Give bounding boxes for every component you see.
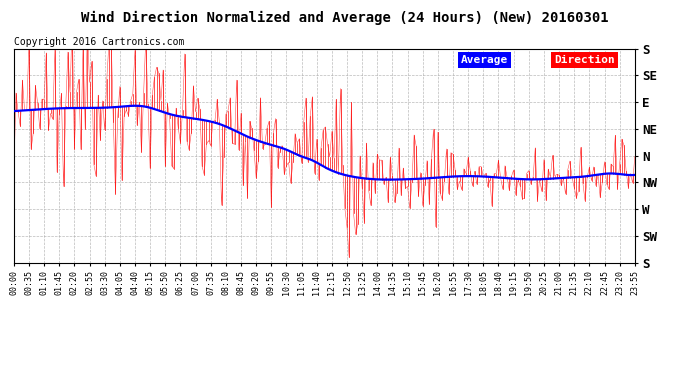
Text: Direction: Direction bbox=[554, 55, 615, 65]
Text: Copyright 2016 Cartronics.com: Copyright 2016 Cartronics.com bbox=[14, 37, 184, 47]
Text: Average: Average bbox=[461, 55, 508, 65]
Text: Wind Direction Normalized and Average (24 Hours) (New) 20160301: Wind Direction Normalized and Average (2… bbox=[81, 11, 609, 26]
